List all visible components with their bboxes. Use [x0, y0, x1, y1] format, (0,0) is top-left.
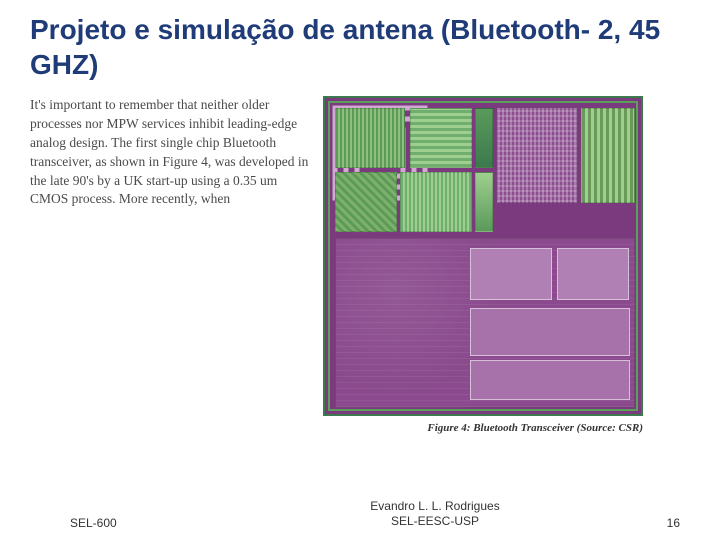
die-panel — [557, 248, 629, 300]
slide-footer: SEL-600 Evandro L. L. Rodrigues SEL-EESC… — [0, 499, 720, 530]
die-block — [400, 172, 472, 232]
figure-caption: Figure 4: Bluetooth Transceiver (Source:… — [323, 422, 643, 434]
die-logic-block — [497, 108, 577, 203]
die-block — [410, 108, 472, 168]
footer-author-name: Evandro L. L. Rodrigues — [250, 499, 620, 515]
footer-affiliation: SEL-EESC-USP — [250, 514, 620, 530]
page-number: 16 — [620, 516, 680, 530]
chip-figure: Figure 4: Bluetooth Transceiver (Source:… — [323, 96, 643, 434]
die-panel — [470, 308, 630, 356]
footer-course-code: SEL-600 — [70, 516, 250, 530]
slide: Projeto e simulação de antena (Bluetooth… — [0, 0, 720, 540]
body-paragraph: It's important to remember that neither … — [30, 96, 315, 209]
die-block — [475, 108, 493, 168]
die-panel — [470, 248, 552, 300]
content-row: It's important to remember that neither … — [30, 96, 690, 434]
die-block — [581, 108, 635, 203]
die-block — [335, 108, 405, 168]
die-block — [335, 172, 397, 232]
footer-author: Evandro L. L. Rodrigues SEL-EESC-USP — [250, 499, 620, 530]
chip-die-image — [323, 96, 643, 416]
die-block — [475, 172, 493, 232]
page-title: Projeto e simulação de antena (Bluetooth… — [30, 12, 690, 82]
die-panel — [470, 360, 630, 400]
